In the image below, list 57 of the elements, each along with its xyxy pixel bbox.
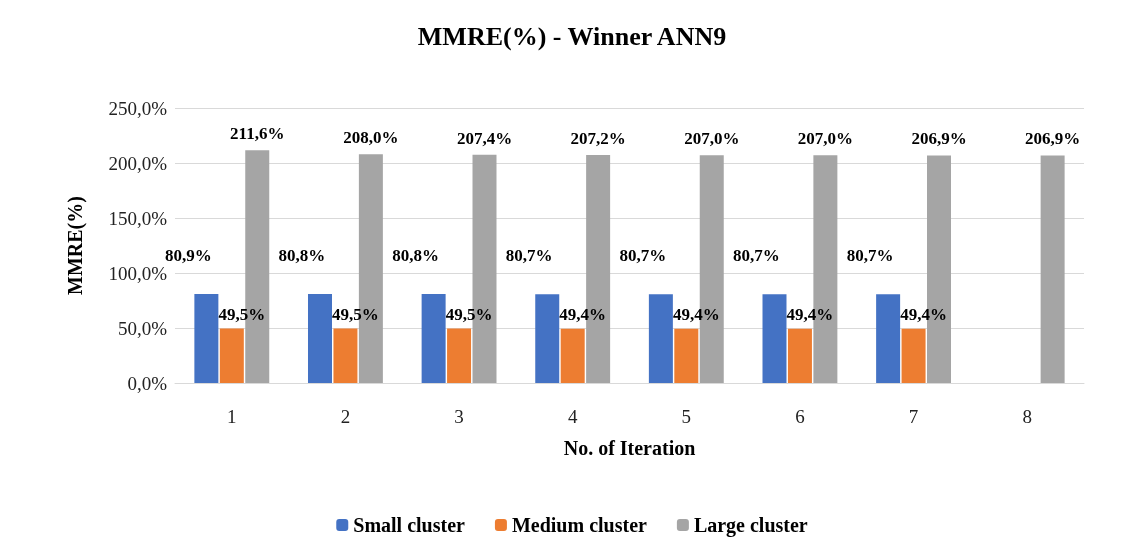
- x-tick-label: 2: [340, 406, 351, 427]
- y-tick-label: 0,0%: [127, 372, 168, 394]
- legend-label: Small cluster: [353, 514, 466, 536]
- data-label: 207,4%: [456, 128, 513, 148]
- data-label: 49,5%: [218, 304, 266, 324]
- bar: [560, 328, 585, 383]
- bar: [762, 294, 787, 383]
- bar: [447, 328, 472, 383]
- data-label: 80,7%: [733, 246, 780, 266]
- x-tick-label: 5: [681, 406, 692, 427]
- data-label: 208,0%: [343, 128, 399, 148]
- bar: [421, 294, 446, 383]
- x-tick-label: 4: [567, 406, 578, 427]
- x-tick-label: 7: [908, 406, 919, 427]
- legend-label: Large cluster: [693, 514, 808, 537]
- x-tick-label: 3: [454, 406, 464, 427]
- chart-title: MMRE(%) - Winner ANN9: [417, 21, 727, 51]
- x-axis-title: No. of Iteration: [563, 437, 696, 459]
- bar: [535, 294, 560, 383]
- y-tick-label: 250,0%: [108, 97, 168, 119]
- bar: [308, 294, 332, 383]
- bar: [219, 328, 244, 383]
- data-label: 207,0%: [684, 129, 740, 149]
- y-tick-label: 100,0%: [108, 262, 168, 284]
- x-tick-label: 1: [227, 406, 237, 427]
- data-label: 207,0%: [797, 129, 853, 149]
- data-label: 49,4%: [900, 304, 947, 324]
- data-label: 49,5%: [332, 304, 379, 324]
- bar: [787, 328, 812, 383]
- bar: [1040, 155, 1065, 383]
- legend-label: Medium cluster: [511, 514, 648, 536]
- data-label: 206,9%: [911, 129, 967, 149]
- y-tick-label: 200,0%: [108, 152, 168, 174]
- data-label: 49,4%: [672, 304, 720, 324]
- x-tick-label: 8: [1022, 406, 1032, 427]
- bar: [901, 328, 926, 383]
- data-label: 49,4%: [559, 304, 607, 324]
- y-tick-label: 150,0%: [108, 207, 168, 229]
- x-tick-label: 6: [795, 406, 805, 427]
- bar: [194, 294, 219, 383]
- data-label: 49,4%: [786, 304, 834, 324]
- data-label: 80,8%: [392, 246, 439, 266]
- data-label: 80,7%: [619, 246, 667, 266]
- data-label: 80,7%: [846, 246, 894, 266]
- y-axis-title: MMRE(%): [64, 196, 87, 295]
- bar: [333, 328, 358, 383]
- bar: [674, 328, 699, 383]
- data-label: 80,8%: [278, 246, 326, 266]
- bar: [648, 294, 673, 383]
- data-label: 211,6%: [230, 124, 285, 144]
- y-tick-label: 50,0%: [117, 317, 168, 339]
- data-label: 206,9%: [1025, 129, 1081, 149]
- data-label: 49,5%: [445, 304, 493, 324]
- data-label: 80,7%: [505, 246, 553, 266]
- data-label: 207,2%: [570, 129, 626, 149]
- data-label: 80,9%: [165, 246, 212, 266]
- bar: [876, 294, 901, 383]
